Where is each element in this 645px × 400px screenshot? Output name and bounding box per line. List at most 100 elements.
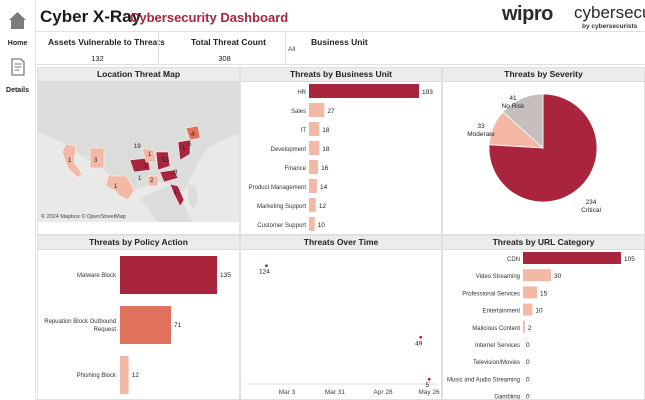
business-unit-filter[interactable]: All	[288, 46, 296, 53]
map-label: 53	[162, 158, 169, 164]
nav-home-label: Home	[7, 40, 28, 47]
state-georgia	[159, 169, 179, 183]
map-label: 1	[68, 158, 72, 164]
kpi-assets-value: 132	[91, 54, 104, 63]
url-value-label: 0	[526, 376, 530, 383]
url-bar	[523, 269, 551, 282]
bu-value-label: 14	[320, 184, 328, 191]
time-x-tick-label: Mar 31	[325, 389, 346, 396]
policy-action-chart[interactable]: Malware Block 135 Repuation Block Outbound…	[38, 250, 239, 399]
nav-details[interactable]: Details	[0, 55, 35, 105]
over-time-panel: Threats Over Time Mar 3 Mar 31 Apr 28 May 2…	[240, 235, 442, 400]
map-panel: Location Threat Map 1 3 19 1 1 53 1 1 2 …	[37, 67, 240, 235]
time-point	[427, 377, 431, 381]
map-title: Location Threat Map	[38, 68, 239, 82]
time-point	[419, 335, 423, 339]
state-colorado	[89, 147, 105, 169]
severity-category-label: Moderate	[467, 131, 495, 138]
state-missouri	[129, 157, 151, 173]
state-virginia	[177, 139, 191, 161]
bu-value-label: 27	[327, 108, 335, 115]
policy-bar	[120, 306, 172, 344]
severity-slice	[502, 93, 544, 149]
url-value-label: 30	[554, 273, 562, 280]
nav-details-label: Details	[6, 87, 29, 94]
map-label: 1	[114, 184, 118, 190]
kpi-threats-value: 308	[218, 54, 231, 63]
map-label: 2	[150, 178, 154, 184]
map-label: 3	[94, 158, 98, 164]
url-category-title: Threats by URL Category	[443, 236, 644, 250]
severity-value-label: 234	[586, 199, 597, 206]
bu-category-label: Product Management	[249, 185, 307, 191]
severity-category-label: Critical	[581, 207, 601, 214]
logo-wordmark: wipro	[502, 3, 553, 25]
policy-value-label: 12	[132, 372, 140, 379]
bu-bar	[309, 179, 317, 193]
bu-category-label: Finance	[285, 166, 307, 172]
url-category-label: Gambling	[494, 395, 520, 399]
policy-value-label: 135	[220, 272, 231, 279]
state-louisiana	[147, 175, 159, 187]
bu-value-label: 193	[422, 89, 433, 96]
nav-home[interactable]: Home	[0, 5, 35, 55]
bu-bar	[309, 122, 320, 136]
business-unit-chart[interactable]: HR 193 Sales 27 IT 18 Development 18 Finance 16 Pr…	[241, 82, 441, 234]
app-title: Cyber X-Ray	[40, 7, 142, 26]
state-florida	[169, 183, 185, 207]
url-category-panel: Threats by URL Category CDN 105 Video Stre…	[442, 235, 645, 400]
policy-action-title: Threats by Policy Action	[38, 236, 239, 250]
logo-by: by cybersecurists	[582, 23, 638, 30]
app-subtitle: Cybersecurity Dashboard	[130, 10, 289, 25]
url-category-label: Internet Services	[475, 343, 520, 349]
time-value-label: 5	[425, 382, 429, 389]
url-category-label: CDN	[507, 257, 520, 263]
url-value-label: 0	[526, 359, 530, 366]
kpi-threats-label: Total Threat Count	[191, 37, 266, 47]
severity-value-label: 33	[477, 123, 485, 130]
url-bar	[523, 286, 537, 299]
state-california	[61, 143, 83, 179]
policy-bar	[120, 256, 217, 294]
map-label: 4	[191, 132, 195, 138]
bu-bar	[309, 198, 316, 212]
url-category-label: Entertainment	[483, 309, 521, 315]
bu-category-label: Development	[271, 147, 307, 153]
bu-bar	[309, 141, 320, 155]
bu-category-label: Sales	[291, 109, 306, 115]
logo-product: cybersecurity	[574, 3, 645, 22]
state-new-york	[185, 125, 201, 141]
location-threat-map[interactable]: 1 3 19 1 1 53 1 1 2 8 1 5 4 1 © 2024 Map…	[38, 82, 239, 222]
kpi-assets-label: Assets Vulnerable to Threats	[48, 37, 165, 47]
severity-category-label: No Risk	[502, 103, 526, 110]
bu-bar	[309, 217, 315, 231]
url-category-label: Malicious Content	[472, 326, 520, 332]
url-category-chart[interactable]: CDN 105 Video Streaming 30 Professional Serv…	[443, 250, 644, 399]
time-point	[265, 264, 268, 268]
policy-bar	[120, 356, 129, 394]
url-category-label: Professional Services	[462, 291, 520, 297]
bu-bar	[309, 84, 419, 98]
bu-category-label: IT	[301, 128, 307, 134]
kpi-divider	[158, 33, 159, 63]
url-bar	[523, 320, 525, 333]
state-illinois	[141, 147, 157, 163]
business-unit-title: Threats by Business Unit	[241, 68, 441, 82]
over-time-title: Threats Over Time	[241, 236, 441, 250]
url-bar	[523, 252, 621, 264]
severity-title: Threats by Severity	[443, 68, 644, 82]
policy-action-panel: Threats by Policy Action Malware Block 13…	[37, 235, 240, 400]
wipro-logo: wipro cybersecurity by cybersecurists	[502, 3, 645, 33]
url-category-label: Music and Audio Streaming	[447, 377, 520, 383]
map-label: 1	[174, 190, 178, 196]
url-value-label: 2	[528, 325, 532, 332]
severity-panel: Threats by Severity 234 Critical 33 Moderat…	[442, 67, 645, 235]
policy-category-label: Phishing Block	[77, 373, 117, 379]
over-time-chart[interactable]: Mar 3 Mar 31 Apr 28 May 26 124 49 5	[241, 250, 441, 399]
bu-bar	[309, 103, 325, 117]
kpi-divider	[285, 33, 286, 63]
map-label: 19	[134, 144, 141, 150]
kpi-bu-label: Business Unit	[311, 37, 368, 47]
map-label: 5	[188, 142, 192, 148]
